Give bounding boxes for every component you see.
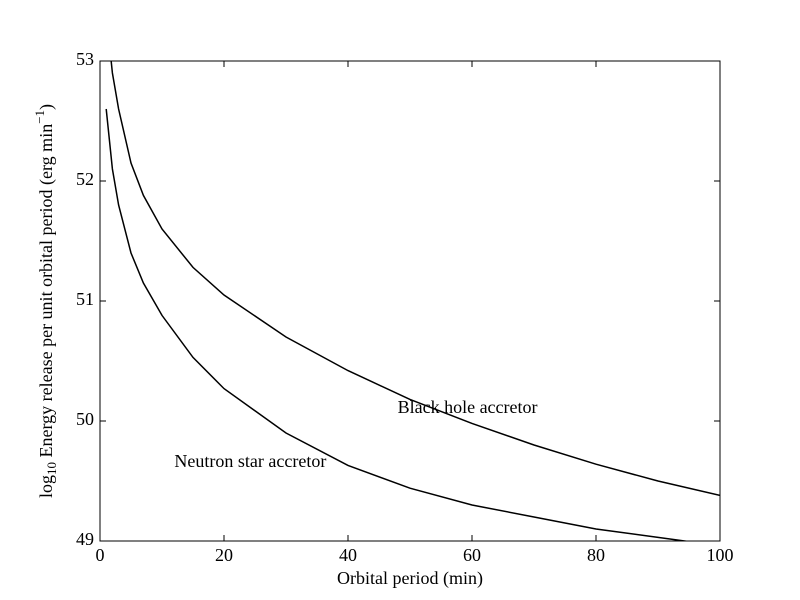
line xyxy=(105,108,691,541)
y-tick-label: 50 xyxy=(76,409,94,429)
x-tick-label: 20 xyxy=(215,545,233,565)
x-tick-label: 0 xyxy=(96,545,105,565)
y-axis-label: log10 Energy release per unit orbital pe… xyxy=(32,104,59,498)
x-tick-label: 60 xyxy=(463,545,481,565)
plot-area xyxy=(105,61,720,541)
x-tick-label: 40 xyxy=(339,545,357,565)
annotation: Black hole accretor xyxy=(398,397,538,417)
y-axis-label-part: 10 xyxy=(44,462,59,475)
x-tick-label: 100 xyxy=(707,545,734,565)
y-tick-label: 49 xyxy=(76,529,94,549)
line xyxy=(110,61,720,497)
y-axis-label-part: log xyxy=(36,475,56,498)
y-tick-label: 52 xyxy=(76,169,94,189)
y-axis-label-part: Energy release per unit orbital period (… xyxy=(36,124,57,462)
y-tick-label: 51 xyxy=(76,289,94,309)
annotation: Neutron star accretor xyxy=(174,451,326,471)
y-tick-label: 53 xyxy=(76,49,94,69)
x-axis-label: Orbital period (min) xyxy=(337,568,483,589)
x-tick-label: 80 xyxy=(587,545,605,565)
y-axis-label-part: −1 xyxy=(32,110,47,124)
y-axis-label-part: ) xyxy=(36,104,57,110)
